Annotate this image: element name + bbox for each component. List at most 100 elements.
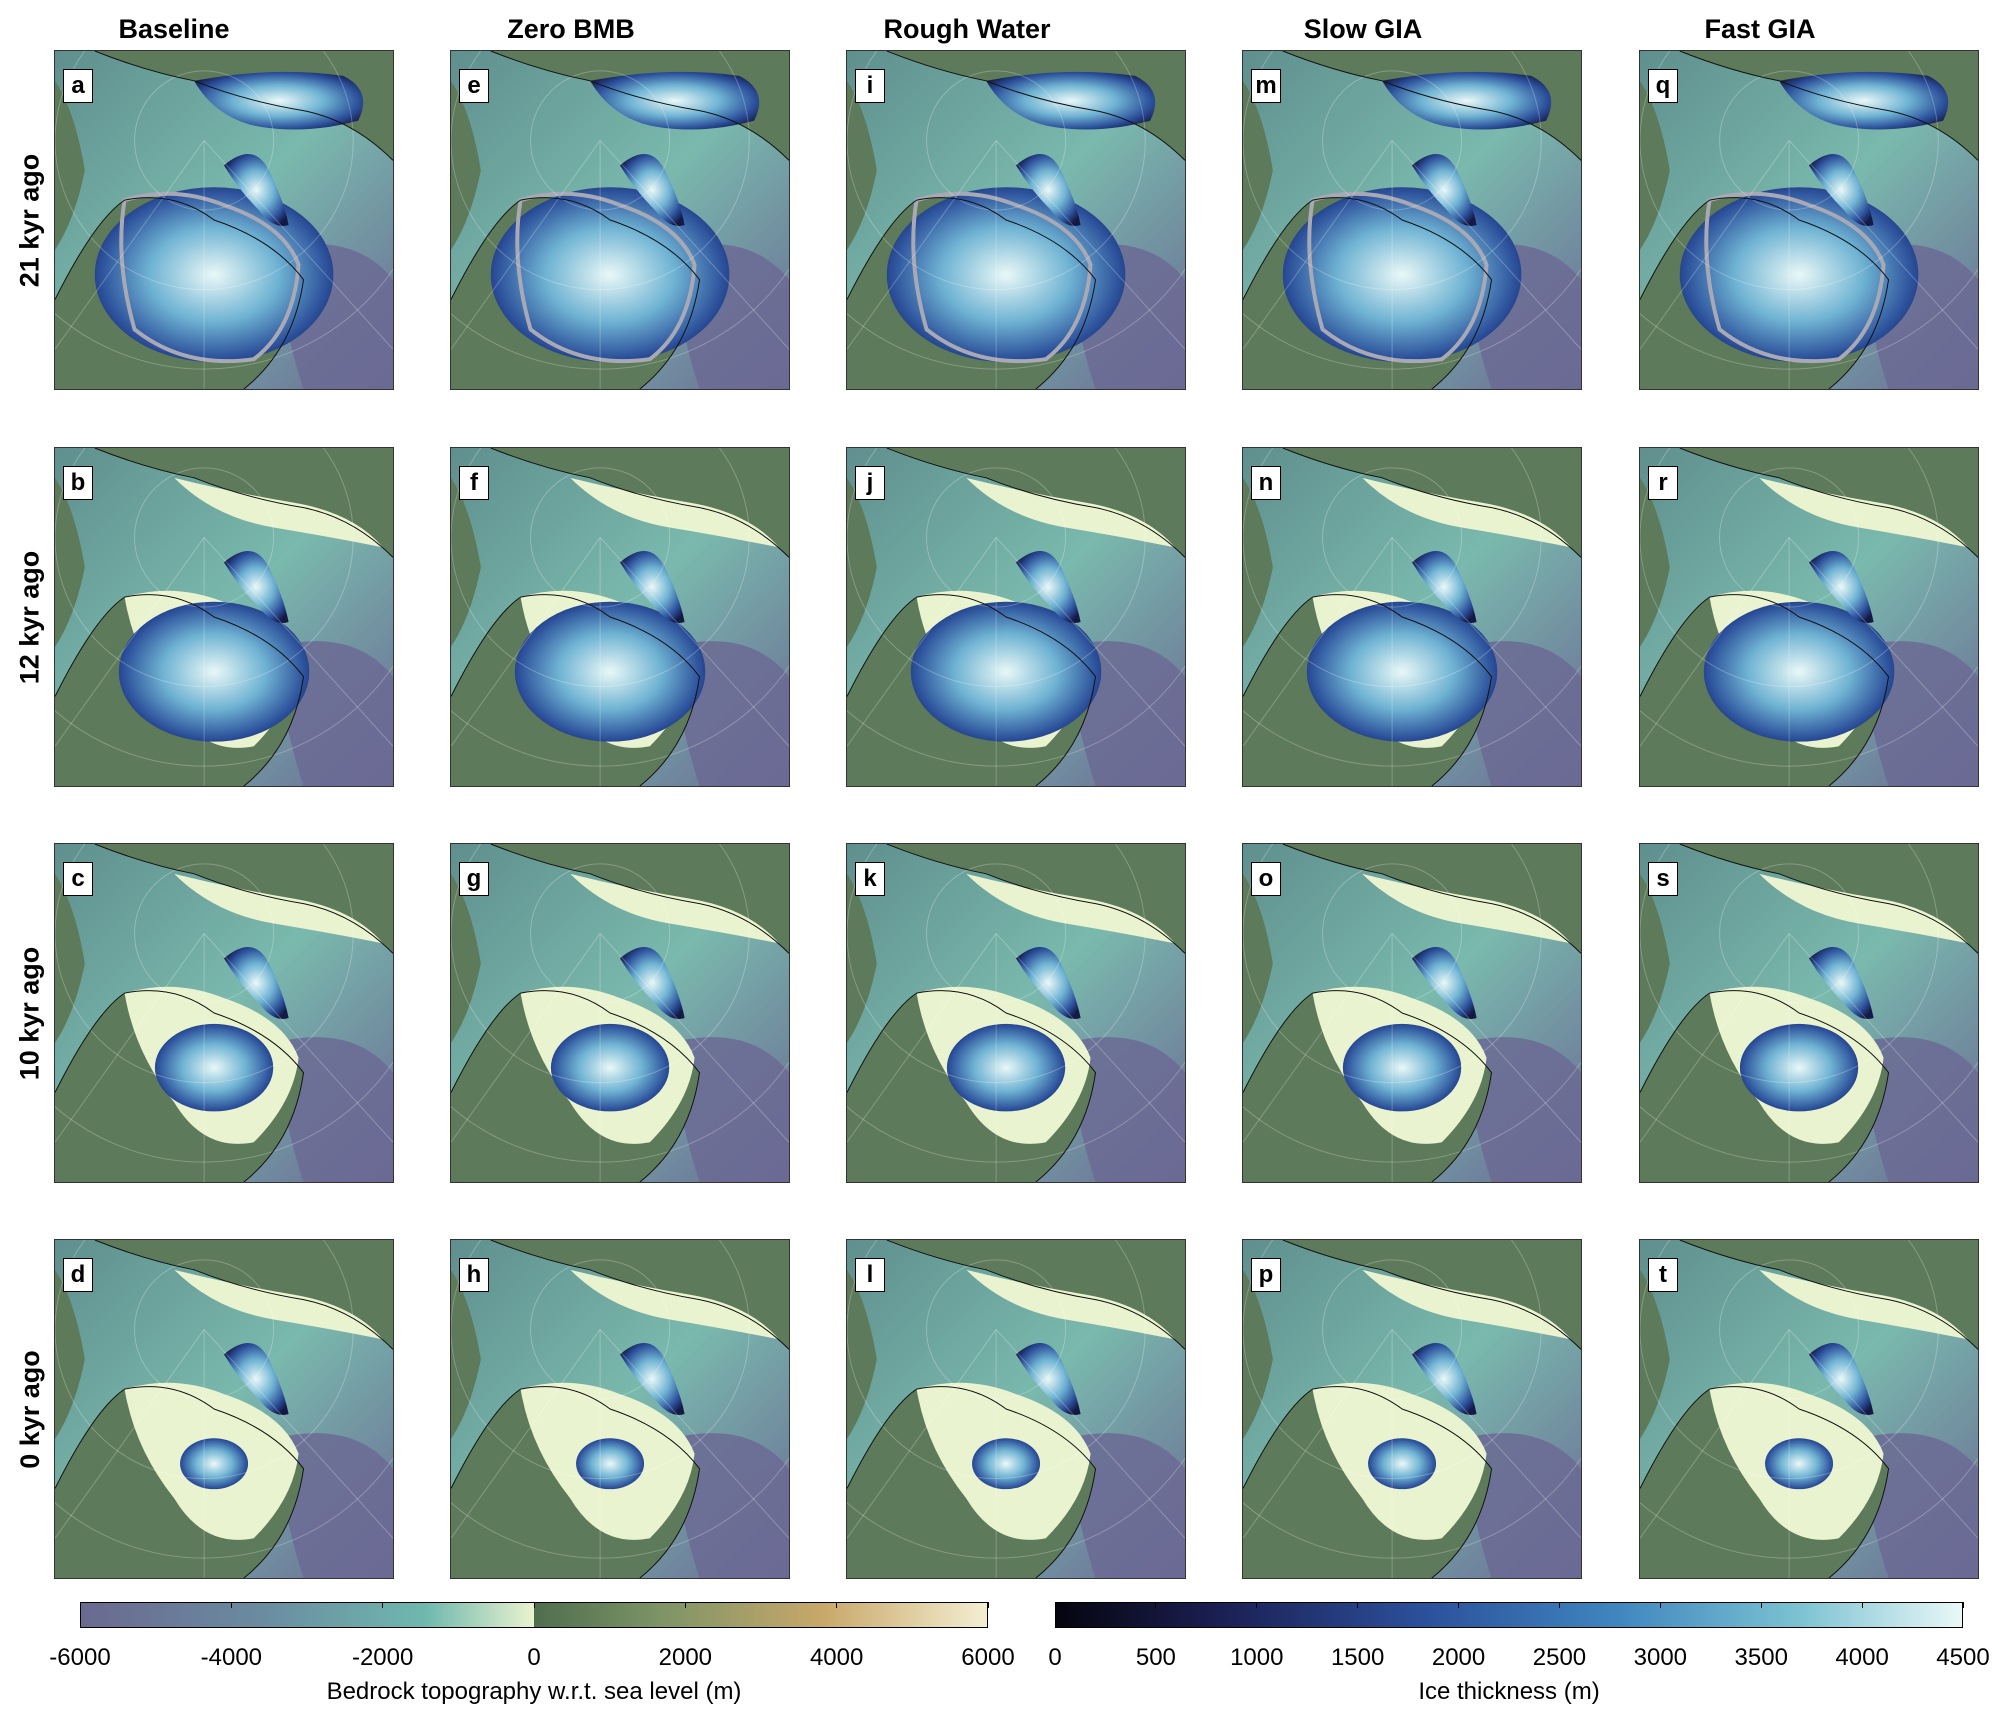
colorbar-tick [1962, 1602, 1964, 1608]
map-image [451, 51, 789, 389]
colorbar-tick [79, 1602, 81, 1608]
panel-label: h [459, 1258, 489, 1292]
panel-label: c [63, 862, 93, 896]
colorbar-tick [1659, 1602, 1661, 1608]
panel-label: p [1251, 1258, 1281, 1292]
colorbar-tick [1256, 1602, 1258, 1608]
panel-label: g [459, 862, 489, 896]
colorbar-tick [987, 1602, 989, 1608]
ice-thickness-colorbar [1055, 1602, 1963, 1628]
colorbar-tick-label: -6000 [49, 1644, 111, 1671]
map-panel-b: b [54, 447, 394, 787]
colorbar-tick [1357, 1602, 1359, 1608]
colorbar-tick-label: 2000 [1431, 1644, 1486, 1671]
colorbar-tick-label: 1000 [1230, 1644, 1284, 1671]
map-panel-o: o [1242, 843, 1582, 1183]
map-image [1640, 51, 1978, 389]
colorbar-tick-label: 0 [527, 1644, 541, 1671]
colorbar-tick [1155, 1602, 1157, 1608]
colorbar-tick-label: 2000 [658, 1644, 713, 1671]
panel-label: t [1648, 1258, 1678, 1292]
panel-label: i [855, 69, 885, 103]
map-panel-k: k [846, 843, 1186, 1183]
map-image [451, 1240, 789, 1578]
map-image [55, 844, 393, 1182]
map-panel-s: s [1639, 843, 1979, 1183]
map-image [1243, 51, 1581, 389]
colorbar-tick [684, 1602, 686, 1608]
map-image [55, 1240, 393, 1578]
panel-label: j [855, 466, 885, 500]
map-image [847, 448, 1185, 786]
row-title-0-kyr: 0 kyr ago [14, 1349, 45, 1469]
map-panel-i: i [846, 50, 1186, 390]
map-panel-a: a [54, 50, 394, 390]
colorbar-tick [533, 1602, 535, 1608]
map-panel-m: m [1242, 50, 1582, 390]
map-image [1640, 1240, 1978, 1578]
colorbar-tick-label: -4000 [200, 1644, 263, 1671]
map-panel-t: t [1639, 1239, 1979, 1579]
colorbar-tick [230, 1602, 232, 1608]
map-image [1640, 448, 1978, 786]
panel-label: m [1251, 69, 1281, 103]
map-image [1243, 844, 1581, 1182]
colorbar-tick-label: 6000 [961, 1644, 1015, 1671]
row-title-21-kyr: 21 kyr ago [14, 153, 45, 287]
colorbar-tick-label: 3500 [1734, 1644, 1788, 1671]
colorbar-tick-label: 2500 [1532, 1644, 1587, 1671]
map-panel-l: l [846, 1239, 1186, 1579]
map-image [847, 51, 1185, 389]
colorbar-tick-label: 3000 [1633, 1644, 1688, 1671]
map-panel-g: g [450, 843, 790, 1183]
panel-label: l [855, 1258, 885, 1292]
map-panel-d: d [54, 1239, 394, 1579]
map-image [55, 51, 393, 389]
map-panel-p: p [1242, 1239, 1582, 1579]
colorbar-tick-label: 4500 [1936, 1644, 1990, 1671]
column-title-fast-gia: Fast GIA [1704, 14, 1816, 44]
map-image [847, 844, 1185, 1182]
colorbar-tick-label: 4000 [1835, 1644, 1889, 1671]
map-panel-e: e [450, 50, 790, 390]
panel-label: e [459, 69, 489, 103]
column-title-rough-water: Rough Water [883, 14, 1051, 44]
panel-label: q [1648, 69, 1678, 103]
colorbar-tick [1760, 1602, 1762, 1608]
map-image [1243, 448, 1581, 786]
panel-label: s [1648, 862, 1678, 896]
map-image [1243, 1240, 1581, 1578]
map-image [1640, 844, 1978, 1182]
column-title-slow-gia: Slow GIA [1303, 14, 1423, 44]
map-image [451, 844, 789, 1182]
colorbar-tick [1054, 1602, 1056, 1608]
colorbar-tick-label: 0 [1048, 1644, 1062, 1671]
map-panel-q: q [1639, 50, 1979, 390]
panel-label: d [63, 1258, 93, 1292]
panel-label: f [459, 466, 489, 500]
panel-label: n [1251, 466, 1281, 500]
panel-label: o [1251, 862, 1281, 896]
panel-label: r [1648, 466, 1678, 500]
map-image [847, 1240, 1185, 1578]
colorbar-tick-label: 4000 [809, 1644, 864, 1671]
colorbar-tick [1558, 1602, 1560, 1608]
colorbar-tick [836, 1602, 838, 1608]
map-panel-c: c [54, 843, 394, 1183]
colorbar-tick [1861, 1602, 1863, 1608]
colorbar-tick [1458, 1602, 1460, 1608]
ice-colorbar-label: Ice thickness (m) [1418, 1678, 1600, 1705]
map-image [55, 448, 393, 786]
map-image [451, 448, 789, 786]
colorbar-tick-label: -2000 [351, 1644, 414, 1671]
bedrock-colorbar-label: Bedrock topography w.r.t. sea level (m) [326, 1678, 742, 1705]
colorbar-tick-label: 1500 [1330, 1644, 1385, 1671]
column-title-baseline: Baseline [118, 14, 230, 44]
column-title-zero-bmb: Zero BMB [507, 14, 635, 44]
panel-label: b [63, 466, 93, 500]
colorbar-tick [382, 1602, 384, 1608]
row-title-12-kyr: 12 kyr ago [14, 550, 45, 684]
map-panel-n: n [1242, 447, 1582, 787]
map-panel-f: f [450, 447, 790, 787]
map-panel-j: j [846, 447, 1186, 787]
